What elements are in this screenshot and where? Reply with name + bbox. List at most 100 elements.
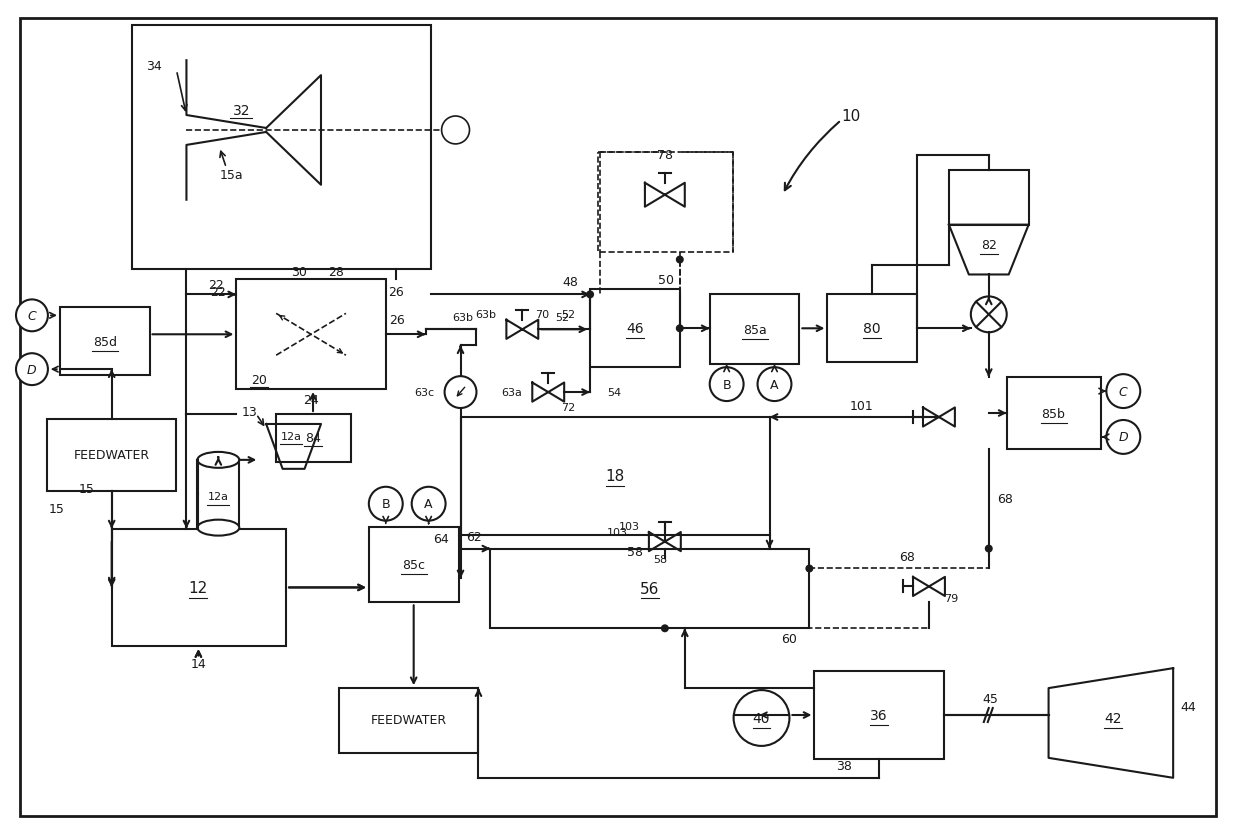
Text: 12a: 12a [280,431,301,441]
Circle shape [1106,375,1141,409]
Circle shape [676,256,683,264]
Bar [368,527,459,603]
Bar [590,290,680,368]
Text: 63b: 63b [475,310,496,320]
Text: 52: 52 [556,313,569,323]
Circle shape [676,325,683,333]
Bar [131,26,430,270]
Text: 46: 46 [626,322,644,336]
Bar [1007,378,1101,450]
Text: 101: 101 [849,399,873,412]
Bar [197,461,239,528]
Text: D: D [1118,431,1128,444]
Text: 28: 28 [329,266,343,278]
Text: 44: 44 [1180,700,1197,712]
Circle shape [587,291,594,299]
Bar [815,671,944,759]
Text: 85c: 85c [402,558,425,571]
Bar [237,280,386,390]
Text: 13: 13 [242,405,257,418]
Text: 85b: 85b [1042,407,1065,420]
Text: 52: 52 [562,310,575,320]
Text: FEEDWATER: FEEDWATER [371,714,446,726]
Circle shape [1106,421,1141,454]
Ellipse shape [197,520,239,536]
Text: 82: 82 [981,239,997,252]
Text: 63a: 63a [501,388,522,398]
Text: 103: 103 [606,527,627,537]
Text: 80: 80 [863,322,880,336]
Text: D: D [27,363,37,376]
Text: 70: 70 [536,310,549,320]
Text: 24: 24 [303,393,319,406]
Bar [277,415,351,462]
Text: 62: 62 [466,531,482,543]
Text: 10: 10 [842,109,861,124]
Text: FEEDWATER: FEEDWATER [73,449,150,461]
Circle shape [368,487,403,521]
Circle shape [661,624,668,633]
Text: 78: 78 [657,149,673,162]
Text: 56: 56 [640,581,660,596]
Text: 12: 12 [188,580,208,595]
Text: 54: 54 [606,388,621,398]
Text: 42: 42 [1105,711,1122,725]
Text: 26: 26 [389,314,404,326]
Circle shape [971,297,1007,333]
Text: 63c: 63c [414,388,434,398]
Text: B: B [723,378,730,391]
Text: 48: 48 [562,276,578,288]
Text: A: A [770,378,779,391]
Text: 22: 22 [211,286,227,298]
Circle shape [806,565,813,573]
Text: A: A [424,497,433,511]
Text: 63b: 63b [453,313,472,323]
Text: B: B [382,497,391,511]
Text: 18: 18 [605,469,625,484]
Circle shape [445,377,476,409]
Bar [60,308,150,375]
Text: 34: 34 [146,59,161,73]
Text: C: C [1118,385,1127,398]
Bar [491,549,810,629]
Bar [827,295,918,363]
Text: 79: 79 [944,594,959,604]
Text: 45: 45 [983,691,998,705]
Text: 84: 84 [305,432,321,445]
Text: 15: 15 [79,482,94,496]
Ellipse shape [197,452,239,468]
Text: 72: 72 [560,403,575,412]
Circle shape [441,117,470,145]
Bar [949,171,1029,226]
Text: 85a: 85a [743,324,766,336]
Text: 12a: 12a [208,492,229,501]
Text: 58: 58 [652,554,667,563]
Text: 22: 22 [208,278,224,292]
Bar [47,420,176,492]
Bar [339,688,479,753]
Text: 40: 40 [753,711,770,725]
Bar [709,295,800,364]
Text: 15a: 15a [219,169,243,182]
Text: 103: 103 [619,521,640,531]
Text: 32: 32 [233,104,250,118]
Text: 14: 14 [191,657,206,670]
Circle shape [412,487,445,521]
Text: 85d: 85d [93,335,117,349]
Text: 15: 15 [48,502,64,516]
Text: 50: 50 [658,273,673,287]
Text: 68: 68 [997,492,1013,506]
Text: 60: 60 [781,632,797,645]
Circle shape [734,691,790,746]
Text: 26: 26 [388,286,404,298]
Bar [598,153,733,252]
Bar [112,529,286,646]
Text: 20: 20 [252,373,267,386]
Text: 58: 58 [627,545,642,558]
Circle shape [16,300,48,332]
Bar [460,417,770,535]
Text: 68: 68 [899,550,915,563]
Text: C: C [27,309,36,323]
Text: 30: 30 [291,266,308,278]
Text: 64: 64 [433,533,449,545]
